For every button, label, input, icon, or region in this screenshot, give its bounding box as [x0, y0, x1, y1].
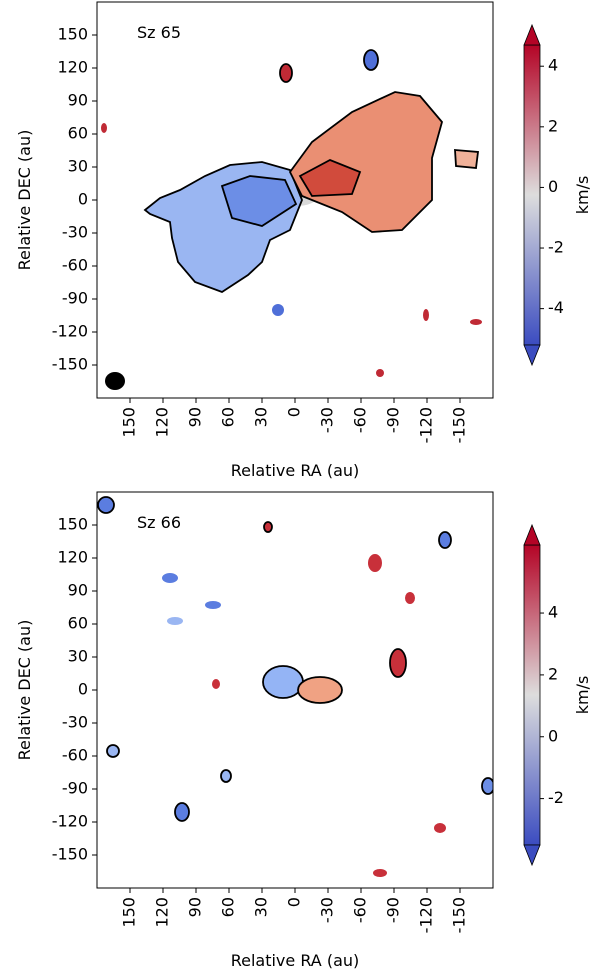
x-tick-label: -150	[450, 897, 469, 933]
colorbar-label: km/s	[573, 176, 592, 215]
y-tick-label: -30	[62, 223, 88, 242]
y-tick-label: 0	[78, 680, 88, 699]
y-tick-label: -90	[62, 779, 88, 798]
colorbar-tick-label: 0	[548, 177, 558, 196]
colorbar-tick-label: -2	[548, 788, 564, 807]
x-tick-label: 120	[153, 407, 172, 438]
colorbar-extend-bottom	[523, 344, 541, 367]
x-tick-label: 30	[252, 897, 271, 917]
colorbar	[523, 44, 541, 346]
x-tick-label: 150	[120, 897, 139, 928]
y-tick-label: -30	[62, 713, 88, 732]
colorbar	[523, 544, 541, 846]
y-tick-label: -60	[62, 256, 88, 275]
colorbar-tick-label: 2	[548, 664, 558, 683]
y-tick-label: 90	[68, 91, 88, 110]
y-axis-label: Relative DEC (au)	[15, 130, 34, 271]
y-tick-label: 30	[68, 647, 88, 666]
y-tick-label: 0	[78, 190, 88, 209]
y-tick-label: 150	[57, 515, 88, 534]
colorbar-extend-bottom	[523, 844, 541, 867]
x-tick-label: -120	[417, 897, 436, 933]
x-tick-label: 60	[219, 897, 238, 917]
map-sz66	[97, 496, 493, 877]
colorbar-extend-top	[523, 23, 541, 46]
y-axis-label: Relative DEC (au)	[15, 620, 34, 761]
y-tick-label: 60	[68, 124, 88, 143]
y-tick-label: 120	[57, 548, 88, 567]
y-tick-label: -120	[52, 322, 88, 341]
colorbar-tick-label: -4	[548, 298, 564, 317]
colorbar-tick-label: 0	[548, 726, 558, 745]
map-sz65	[101, 49, 482, 390]
x-tick-label: 0	[285, 407, 304, 417]
y-tick-label: -60	[62, 746, 88, 765]
y-tick-label: 150	[57, 25, 88, 44]
x-axis-label: Relative RA (au)	[231, 951, 360, 970]
y-tick-label: 60	[68, 614, 88, 633]
y-tick-label: 120	[57, 58, 88, 77]
x-tick-label: 0	[285, 897, 304, 907]
y-tick-label: 90	[68, 581, 88, 600]
x-tick-label: 90	[186, 407, 205, 427]
x-tick-label: 30	[252, 407, 271, 427]
colorbar-label: km/s	[573, 676, 592, 715]
x-tick-label: -30	[318, 407, 337, 433]
x-tick-label: -30	[318, 897, 337, 923]
colorbar-tick-label: 2	[548, 116, 558, 135]
y-tick-label: -120	[52, 812, 88, 831]
y-tick-label: -90	[62, 289, 88, 308]
x-axis-label: Relative RA (au)	[231, 461, 360, 480]
x-tick-label: -90	[384, 897, 403, 923]
x-tick-label: -60	[351, 407, 370, 433]
y-tick-label: 30	[68, 157, 88, 176]
x-tick-label: -60	[351, 897, 370, 923]
colorbar-tick-label: -2	[548, 238, 564, 257]
y-tick-label: -150	[52, 355, 88, 374]
y-tick-label: -150	[52, 845, 88, 864]
colorbar-extend-top	[523, 523, 541, 546]
x-tick-label: -90	[384, 407, 403, 433]
colorbar-tick-label: 4	[548, 603, 558, 622]
x-tick-label: 60	[219, 407, 238, 427]
x-tick-label: -150	[450, 407, 469, 443]
colorbar-tick-label: 4	[548, 56, 558, 75]
panel-annotation: Sz 65	[137, 23, 181, 42]
x-tick-label: -120	[417, 407, 436, 443]
x-tick-label: 120	[153, 897, 172, 928]
x-tick-label: 90	[186, 897, 205, 917]
panel-annotation: Sz 66	[137, 513, 181, 532]
x-tick-label: 150	[120, 407, 139, 438]
